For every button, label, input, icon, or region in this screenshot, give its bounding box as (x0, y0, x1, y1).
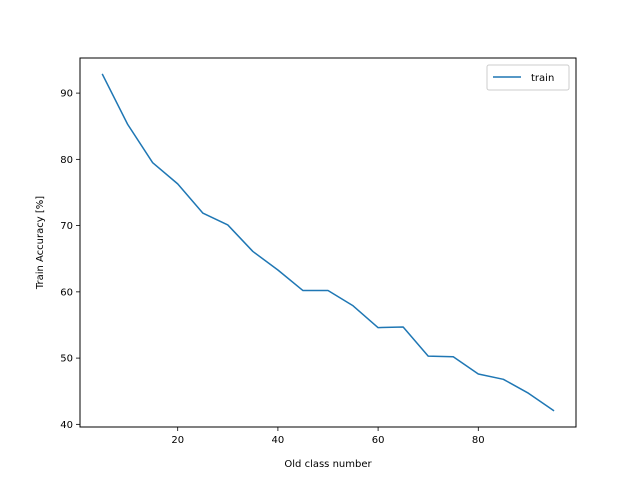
x-tick-label-20: 20 (171, 435, 184, 446)
y-axis-label: Train Accuracy [%] (35, 196, 46, 290)
legend-label-train: train (531, 73, 554, 84)
x-tick-label-40: 40 (272, 435, 285, 446)
y-tick-label-50: 50 (60, 354, 73, 365)
series-line-train (101, 73, 555, 412)
x-tick-label-60: 60 (372, 435, 385, 446)
axes-frame (79, 57, 577, 428)
y-tick-label-90: 90 (60, 89, 73, 100)
x-axis: 20 40 60 80 (171, 427, 485, 446)
y-tick-label-60: 60 (60, 287, 73, 298)
y-tick-label-80: 80 (60, 155, 73, 166)
legend-box (486, 64, 570, 91)
y-axis: 40 50 60 70 80 90 (60, 89, 80, 431)
x-tick-label-80: 80 (472, 435, 485, 446)
y-tick-label-40: 40 (60, 420, 73, 431)
y-tick-label-70: 70 (60, 221, 73, 232)
legend: train (486, 64, 570, 91)
series-layer (101, 73, 555, 412)
x-axis-label: Old class number (284, 459, 372, 470)
